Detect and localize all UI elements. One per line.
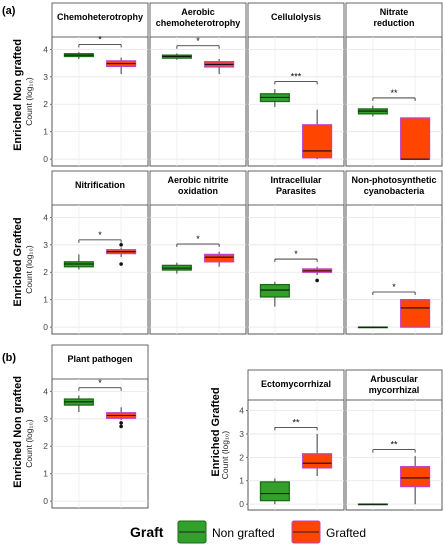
- box-non-grafted: [259, 481, 290, 502]
- panel-title: Nitrate reduction: [373, 7, 414, 28]
- panel-title: Nitrification: [75, 180, 125, 190]
- box-grafted: [204, 253, 235, 263]
- section-label-b: (b): [2, 352, 16, 364]
- panel-1: Aerobic chemoheterotrophy *: [149, 2, 247, 167]
- panel-border: [51, 170, 149, 335]
- panel-8: Plant pathogen 0 1 2 3 4 Count (log₁₀) *: [24, 344, 149, 509]
- legend-title: Graft: [130, 524, 164, 540]
- panel-frame: [51, 204, 149, 335]
- y-tick-label: 4: [43, 212, 48, 222]
- panel-title: Aerobic nitrite oxidation: [167, 175, 228, 196]
- y-tick-label: 3: [239, 429, 244, 439]
- sig-label: *: [98, 230, 102, 240]
- panel-border: [345, 170, 443, 335]
- panel-7: Non-photosynthetic cyanobacteria *: [345, 170, 443, 335]
- sig-label: *: [294, 249, 298, 259]
- y-tick-label: 2: [43, 99, 48, 109]
- panel-title: Cellulolysis: [271, 12, 321, 22]
- y-axis-label: Count (log₁₀): [220, 431, 230, 480]
- sig-label: *: [98, 378, 102, 388]
- legend: Graft Non grafted Grafted: [130, 520, 366, 544]
- box-grafted: [400, 466, 431, 488]
- box-grafted: [302, 124, 333, 159]
- row-label-a-bottom: Enriched Grafted: [12, 217, 24, 306]
- y-tick-label: 0: [239, 499, 244, 509]
- panel-title: Plant pathogen: [68, 354, 133, 364]
- legend-label-non-grafted: Non grafted: [212, 526, 275, 540]
- sig-label: **: [292, 417, 300, 427]
- panel-9: Ectomycorrhizal 0 1 2 3 4 Count (log₁₀) **: [220, 369, 345, 511]
- sig-label: *: [392, 282, 396, 292]
- outlier-point: [119, 424, 123, 429]
- box-grafted: [302, 453, 333, 469]
- y-tick-label: 1: [43, 295, 48, 305]
- y-tick-label: 4: [43, 386, 48, 396]
- sig-label: *: [98, 34, 102, 44]
- y-tick-label: 0: [43, 322, 48, 332]
- row-label-a-top: Enriched Non grafted: [12, 39, 24, 151]
- panel-border: [247, 2, 345, 167]
- outlier-point: [315, 278, 319, 283]
- y-tick-label: 0: [43, 496, 48, 506]
- y-axis-label: Count (log₁₀): [24, 419, 34, 468]
- y-tick-label: 3: [43, 72, 48, 82]
- panel-title: Aerobic chemoheterotrophy: [156, 7, 241, 28]
- outlier-point: [119, 242, 123, 247]
- y-tick-label: 4: [43, 44, 48, 54]
- y-axis-label: Count (log₁₀): [24, 77, 34, 126]
- panel-title: Chemoheterotrophy: [57, 12, 143, 22]
- y-tick-label: 2: [239, 452, 244, 462]
- outlier-point: [119, 421, 123, 425]
- y-tick-label: 3: [43, 240, 48, 250]
- panel-2: Cellulolysis ***: [247, 2, 345, 167]
- panel-frame: [51, 378, 149, 509]
- panel-border: [247, 369, 345, 511]
- sig-label: **: [390, 440, 398, 450]
- y-tick-label: 1: [239, 476, 244, 486]
- y-tick-label: 4: [239, 406, 244, 416]
- panel-3: Nitrate reduction **: [345, 2, 443, 167]
- panel-border: [51, 344, 149, 509]
- panel-6: Intracellular Parasites *: [247, 170, 345, 335]
- y-tick-label: 0: [43, 154, 48, 164]
- panel-border: [247, 170, 345, 335]
- y-tick-label: 2: [43, 441, 48, 451]
- legend-label-grafted: Grafted: [326, 526, 366, 540]
- row-label-b-left: Enriched Non grafted: [12, 376, 24, 488]
- panel-title: Arbuscular mycorrhizal: [369, 374, 420, 395]
- y-tick-label: 1: [43, 127, 48, 137]
- panel-frame: [345, 399, 443, 511]
- sig-label: **: [390, 88, 398, 98]
- box-non-grafted: [259, 283, 290, 298]
- row-label-b-right: Enriched Grafted: [210, 387, 222, 476]
- panel-title: Non-photosynthetic cyanobacteria: [352, 175, 437, 196]
- section-label-a: (a): [2, 5, 16, 17]
- panel-border: [51, 2, 149, 167]
- outlier-point: [119, 262, 123, 266]
- y-axis-label: Count (log₁₀): [24, 245, 34, 294]
- y-tick-label: 3: [43, 414, 48, 424]
- y-tick-label: 1: [43, 469, 48, 479]
- panel-10: Arbuscular mycorrhizal **: [345, 369, 443, 511]
- panel-border: [345, 369, 443, 511]
- panel-border: [345, 2, 443, 167]
- panel-0: Chemoheterotrophy 0 1 2 3 4 Count (log₁₀) *: [24, 2, 149, 167]
- panel-4: Nitrification 0 1 2 3 4 Count (log₁₀) *: [24, 170, 149, 335]
- y-tick-label: 2: [43, 267, 48, 277]
- panel-title: Intracellular Parasites: [270, 175, 322, 196]
- sig-label: ***: [291, 71, 302, 81]
- panel-title: Ectomycorrhizal: [261, 379, 331, 389]
- sig-label: *: [196, 36, 200, 46]
- panel-border: [149, 170, 247, 335]
- sig-label: *: [196, 234, 200, 244]
- panel-border: [149, 2, 247, 167]
- panel-5: Aerobic nitrite oxidation *: [149, 170, 247, 335]
- box-grafted: [400, 117, 431, 160]
- box-grafted: [400, 299, 431, 328]
